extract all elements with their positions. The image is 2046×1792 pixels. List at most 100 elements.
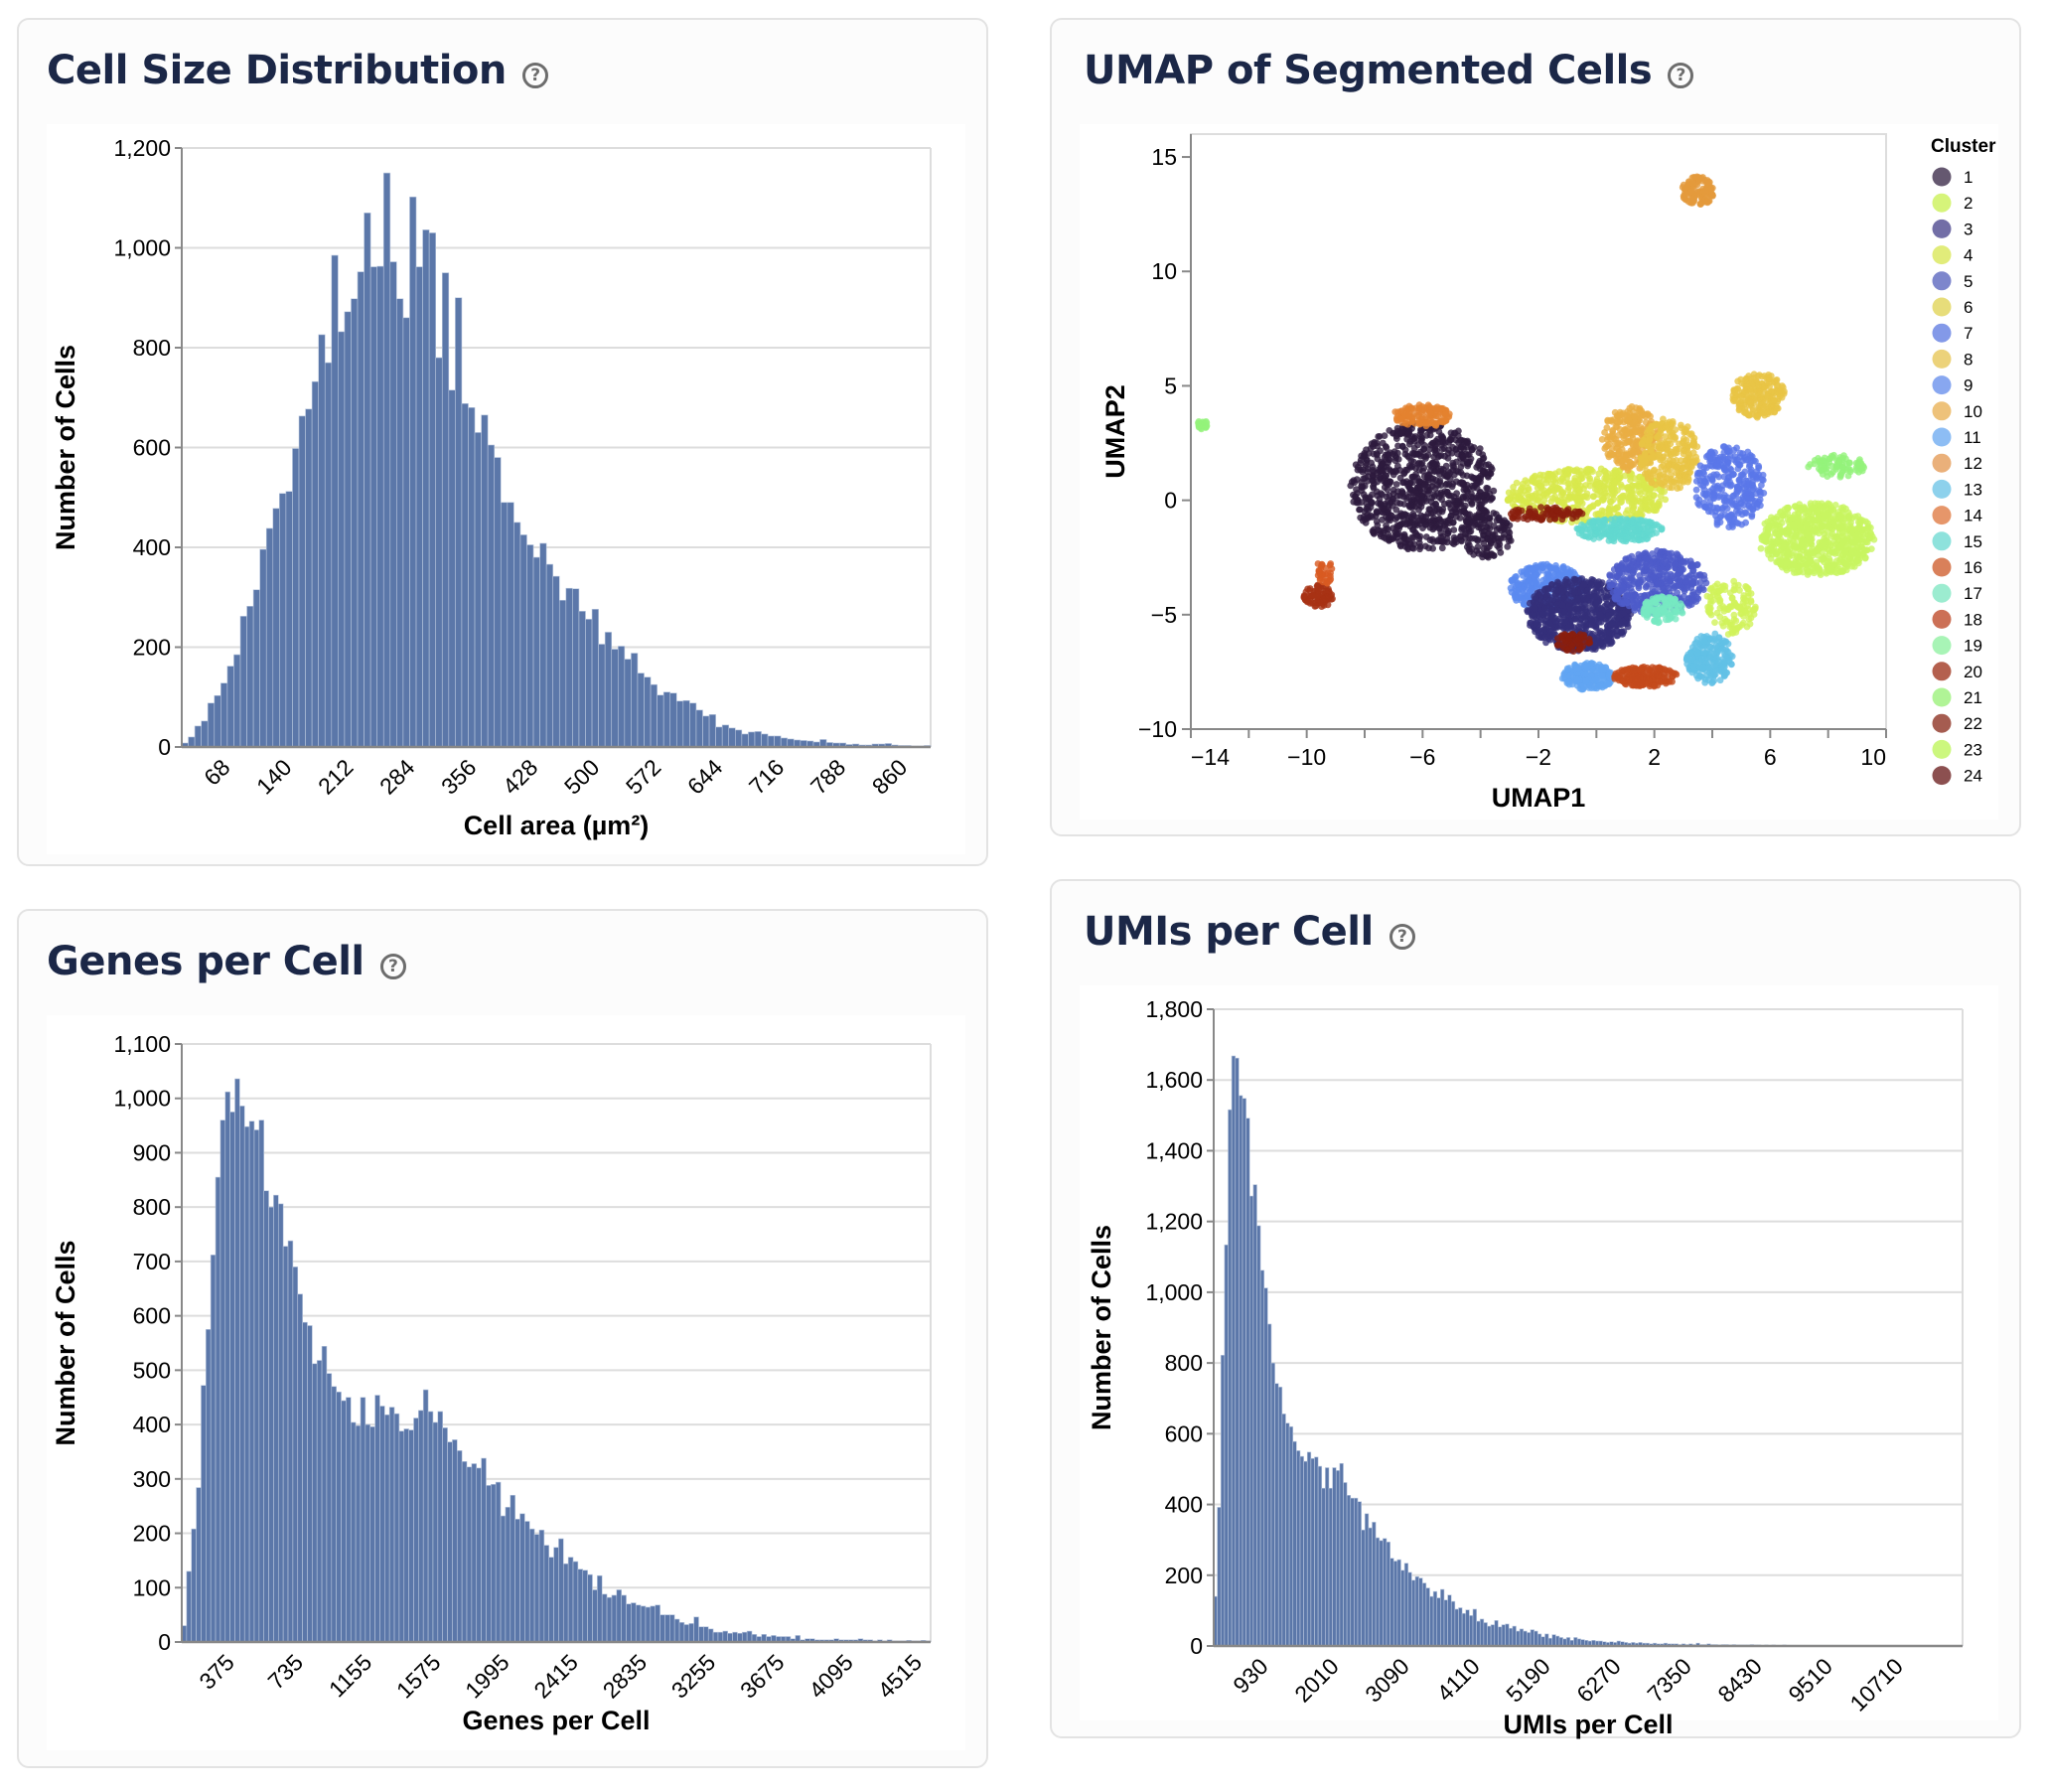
y-tick-label: 1,100	[113, 1031, 171, 1057]
umap-point	[1783, 530, 1791, 538]
histogram-bar	[1361, 1529, 1366, 1647]
histogram-bar	[702, 715, 710, 748]
umap-point	[1395, 523, 1403, 529]
umap-point	[1719, 443, 1727, 451]
umap-point	[1314, 587, 1321, 595]
histogram-bar	[514, 1519, 520, 1643]
umap-point	[1394, 408, 1401, 416]
umap-point	[1384, 486, 1391, 494]
umap-point	[1584, 472, 1592, 480]
histogram-bar	[1274, 1383, 1279, 1647]
histogram-bar	[707, 1628, 714, 1643]
histogram-bar	[688, 1623, 694, 1643]
umap-point	[1761, 383, 1768, 391]
help-icon[interactable]: ?	[1388, 924, 1415, 950]
umap-point	[1448, 483, 1456, 491]
help-icon[interactable]: ?	[521, 63, 548, 88]
umap-point	[1421, 481, 1428, 489]
umap-point	[1556, 510, 1564, 518]
umap-point	[1584, 465, 1592, 473]
umap-point	[1453, 490, 1460, 498]
histogram-bar	[382, 172, 391, 748]
umap-point	[1403, 520, 1411, 527]
umap-point	[1757, 544, 1765, 552]
histogram-bar	[263, 1190, 269, 1643]
y-tick-label: 200	[133, 1521, 171, 1547]
histogram-bar	[1350, 1497, 1355, 1647]
histogram-bar	[1425, 1587, 1430, 1647]
umap-point	[1635, 536, 1643, 544]
umap-point	[1594, 499, 1602, 507]
umap-point	[1594, 517, 1602, 524]
umap-point	[1445, 413, 1453, 420]
histogram-bar	[369, 1425, 375, 1643]
umap-point	[1681, 447, 1688, 455]
umap-point	[1419, 467, 1426, 475]
umap-point	[1827, 452, 1835, 460]
umap-point	[1435, 509, 1443, 517]
umap-point	[1614, 451, 1622, 458]
help-icon[interactable]: ?	[379, 954, 406, 979]
umap-point	[1412, 520, 1420, 527]
umap-point	[1636, 407, 1643, 414]
umap-point	[1658, 444, 1666, 452]
histogram-bar	[562, 1563, 569, 1643]
help-icon[interactable]: ?	[1668, 63, 1694, 88]
umap-point	[1485, 515, 1493, 523]
histogram-bar	[1447, 1594, 1452, 1647]
umap-point	[1410, 494, 1417, 502]
umap-point	[1506, 528, 1514, 536]
histogram-bar	[1498, 1626, 1503, 1647]
umap-point	[1514, 509, 1522, 516]
umap-point	[1621, 492, 1628, 500]
umap-point	[1437, 465, 1445, 473]
histogram-bar	[432, 1421, 439, 1643]
umap-point	[1581, 532, 1588, 540]
umap-point	[1740, 480, 1748, 487]
umap-point	[1760, 404, 1767, 412]
umap-point	[1664, 449, 1672, 457]
y-tick-label: 0	[1190, 1633, 1203, 1659]
umap-point	[1551, 470, 1559, 478]
histogram-bar	[487, 444, 496, 748]
histogram-bar	[1325, 1467, 1330, 1647]
umap-point	[1790, 549, 1797, 557]
histogram-bar	[1512, 1625, 1517, 1647]
umap-point	[1422, 533, 1430, 540]
umap-point	[1458, 479, 1465, 486]
histogram-bar	[351, 298, 359, 748]
histogram-bar	[761, 733, 769, 748]
umap-point	[1774, 381, 1782, 389]
umap-point	[1601, 445, 1609, 452]
umap-point	[1793, 543, 1801, 551]
umap-point	[1480, 454, 1488, 462]
histogram-bar	[669, 692, 677, 748]
histogram-bar	[437, 1411, 443, 1643]
umap-point	[1444, 529, 1452, 537]
histogram-bar	[1565, 1637, 1571, 1647]
umap-point	[1768, 514, 1775, 522]
umap-point	[1680, 181, 1687, 189]
umap-point	[1628, 403, 1636, 410]
umap-point	[1377, 490, 1385, 498]
umap-point	[1793, 563, 1801, 570]
histogram-bar	[305, 408, 313, 748]
histogram-bar	[558, 1538, 564, 1643]
umap-point	[1803, 521, 1811, 528]
histogram-bar	[1224, 1244, 1229, 1647]
umap-point	[1689, 459, 1696, 467]
umap-point	[1825, 545, 1832, 553]
umap-point	[1854, 461, 1862, 469]
umap-point	[1601, 468, 1609, 476]
umap-point	[1646, 518, 1653, 525]
histogram-bar	[617, 646, 626, 748]
umap-point	[1749, 505, 1757, 513]
umap-point	[1536, 471, 1544, 479]
umap-point	[1393, 514, 1401, 522]
umap-title: UMAP of Segmented Cells ?	[1084, 48, 1694, 93]
umap-point	[1730, 388, 1738, 395]
histogram-bar	[528, 1528, 535, 1643]
umap-point	[1586, 504, 1594, 512]
histogram-bar	[476, 1467, 482, 1643]
umap-point	[1577, 482, 1585, 490]
